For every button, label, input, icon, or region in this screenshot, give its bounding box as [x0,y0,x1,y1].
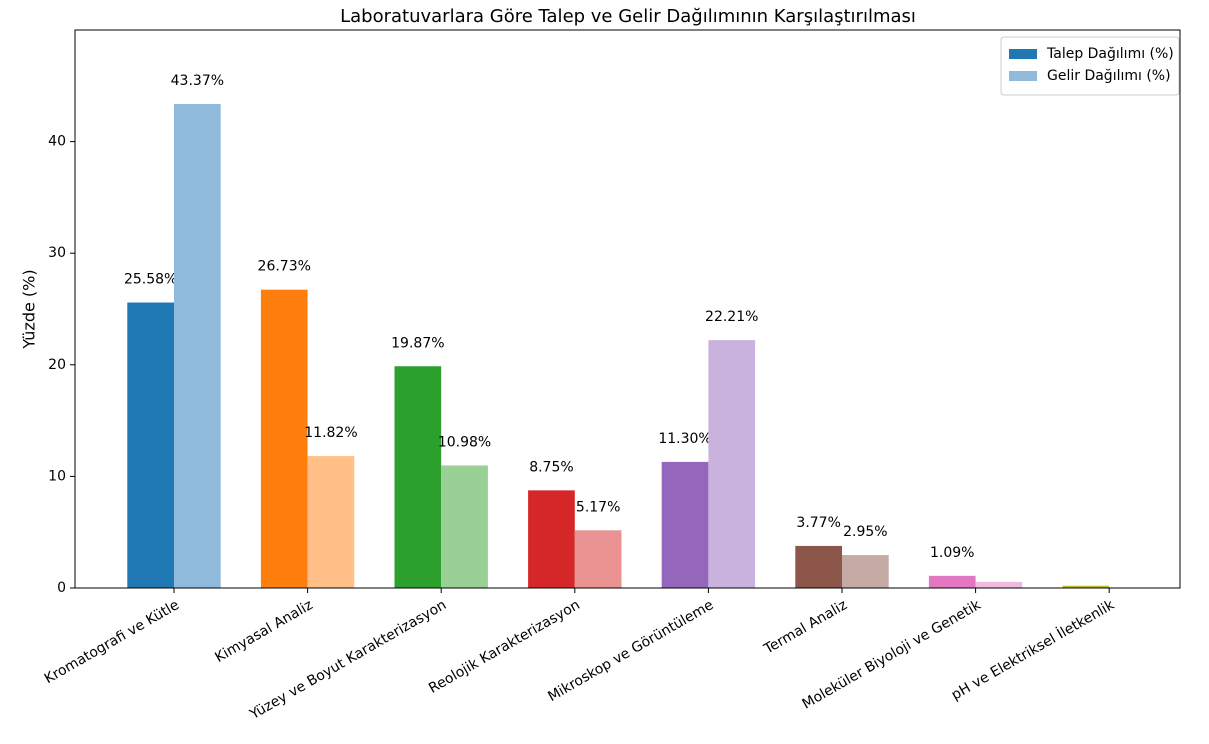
value-label: 11.30% [658,431,711,447]
chart-title: Laboratuvarlara Göre Talep ve Gelir Dağı… [340,6,916,27]
x-tick-label: Kromatografi ve Kütle [42,597,182,687]
bar [842,555,889,588]
value-label: 19.87% [391,335,444,351]
value-label: 25.58% [124,272,177,288]
plot-frame [75,30,1180,588]
x-tick-label: Reolojik Karakterizasyon [426,597,583,697]
bar [127,303,174,588]
legend-label: Gelir Dağılımı (%) [1047,68,1171,84]
legend-swatch [1009,49,1037,59]
value-label: 2.95% [843,524,887,540]
legend-swatch [1009,71,1037,81]
value-label: 5.17% [576,499,620,515]
bar [708,340,755,588]
value-label: 26.73% [258,259,311,275]
x-tick-label: Kimyasal Analiz [212,597,315,666]
value-label: 8.75% [529,459,573,475]
bar [308,456,355,588]
bar [441,465,488,588]
value-label: 10.98% [438,434,491,450]
value-label: 11.82% [304,425,357,441]
bar [976,582,1023,588]
y-tick-label: 30 [48,245,66,261]
y-axis-label: Yüzde (%) [20,269,39,349]
y-tick-label: 0 [57,580,66,596]
y-tick-label: 20 [48,357,66,373]
legend-label: Talep Dağılımı (%) [1046,46,1174,62]
value-label: 3.77% [796,515,840,531]
value-label: 1.09% [930,545,974,561]
x-tick-label: Termal Analiz [761,597,850,658]
bar [261,290,308,588]
y-tick-label: 10 [48,468,66,484]
bar [395,366,442,588]
bar [528,490,575,588]
bar [575,530,622,588]
value-label: 43.37% [171,73,224,89]
bar [174,104,221,588]
bar [929,576,976,588]
y-tick-label: 40 [48,134,66,150]
value-label: 22.21% [705,309,758,325]
bar [662,462,709,588]
bar [795,546,842,588]
